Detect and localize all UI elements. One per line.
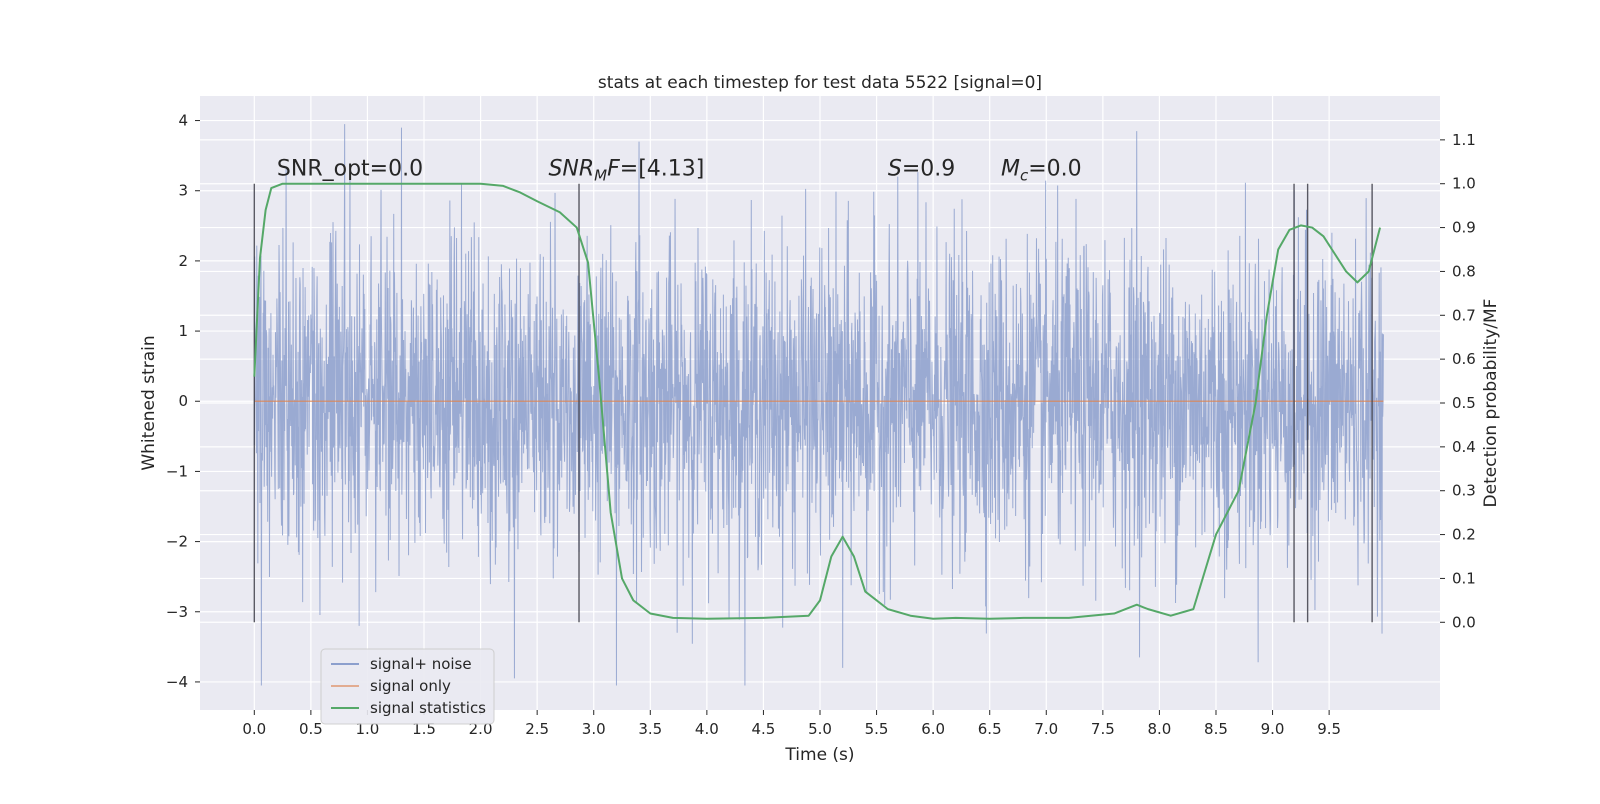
y-axis-left-label: Whitened strain [139,335,159,470]
y-right-tick-label: 0.2 [1452,526,1476,544]
y-right-tick-label: 0.8 [1452,262,1476,280]
legend-entry-signal-only: signal only [370,677,451,695]
y-right-tick-label: 0.4 [1452,438,1476,456]
annotation: Mc=0.0 [1001,157,1082,185]
series-signal-noise [253,124,1384,686]
annotation: SNRMF=[4.13] [548,157,704,185]
x-tick-label: 5.5 [865,720,889,738]
y-left-tick-label: −4 [166,673,188,691]
y-right-tick-label: 0.7 [1452,306,1476,324]
y-right-tick-label: 0.6 [1452,350,1476,368]
x-tick-label: 4.0 [695,720,719,738]
annotation: S=0.9 [888,157,955,182]
x-tick-label: 0.0 [242,720,266,738]
y-right-tick-label: 0.9 [1452,219,1476,237]
x-tick-label: 8.0 [1147,720,1171,738]
y-right-tick-label: 1.0 [1452,175,1476,193]
y-left-tick-label: −3 [166,603,188,621]
x-tick-label: 2.5 [525,720,549,738]
y-left-tick-label: 4 [178,112,188,130]
legend-box [320,648,495,725]
x-tick-label: 3.0 [582,720,606,738]
chart-title: stats at each timestep for test data 552… [598,73,1042,93]
y-axis-right-label: Detection probability/MF [1481,299,1501,508]
x-tick-label: 7.0 [1034,720,1058,738]
y-left-tick-label: 3 [178,182,188,200]
y-left-tick-label: 1 [178,322,188,340]
annotation: SNR_opt=0.0 [277,157,423,182]
annotations: SNR_opt=0.0 SNRMF=[4.13] S=0.9 Mc=0.0 [277,157,1082,185]
y-right-tick-label: 0.5 [1452,394,1476,412]
x-tick-label: 8.5 [1204,720,1228,738]
x-tick-label: 7.5 [1091,720,1115,738]
y-right-tick-label: 0.3 [1452,482,1476,500]
legend-entry-signal-noise: signal+ noise [370,655,472,673]
x-axis-label: Time (s) [784,745,854,765]
y-right-tick-label: 0.1 [1452,569,1476,587]
legend-entry-signal-statistics: signal statistics [370,699,486,717]
x-tick-label: 4.5 [752,720,776,738]
y-left-tick-label: 2 [178,252,188,270]
y-left-tick-label: −2 [166,533,188,551]
y-right-tick-label: 0.0 [1452,613,1476,631]
y-left-tick-label: −1 [166,462,188,480]
series-signal-statistics [253,182,1382,620]
x-tick-label: 5.0 [808,720,832,738]
signal-statistics-line [253,182,1382,620]
y-right-tick-label: 1.1 [1452,131,1476,149]
tick-labels: 0.0 0.5 1.0 1.5 2.0 2.5 3.0 3.5 4.0 4.5 5.0 5.5 6.0 6… [166,112,1476,738]
x-tick-label: 3.5 [638,720,662,738]
x-tick-label: 9.5 [1317,720,1341,738]
y-left-tick-label: 0 [178,392,188,410]
x-tick-label: 6.5 [978,720,1002,738]
x-tick-label: 0.5 [299,720,323,738]
legend: signal+ noise signal only signal statist… [320,648,495,725]
x-tick-label: 9.0 [1261,720,1285,738]
x-tick-label: 6.0 [921,720,945,738]
signal-noise-line [253,124,1384,686]
